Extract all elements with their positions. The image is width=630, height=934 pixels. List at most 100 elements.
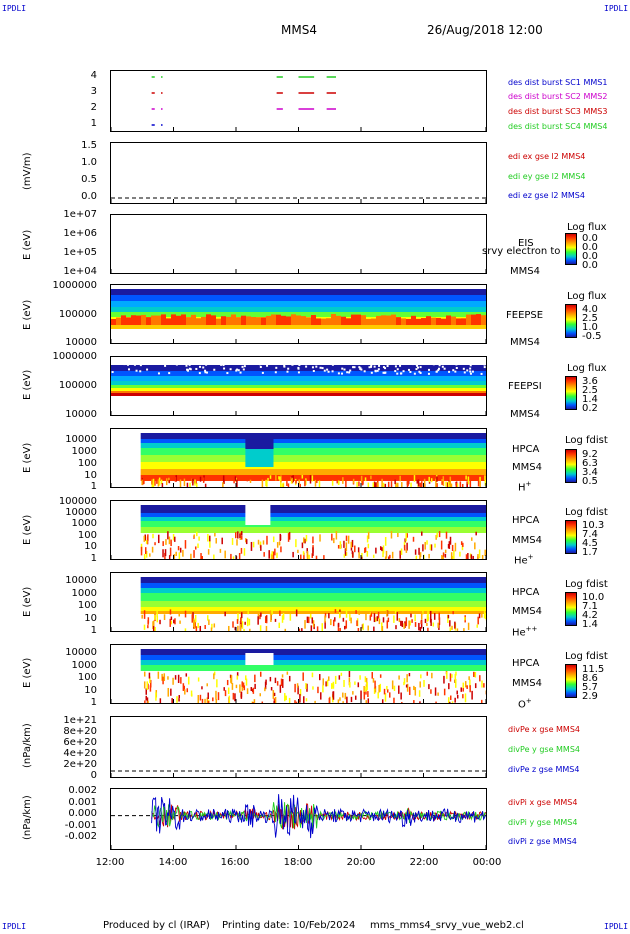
spectro-speck [473,671,475,677]
spectro-band [140,660,486,665]
spectro-speck [415,555,418,559]
spectro-speck [446,482,449,487]
spectro-speck [444,549,447,554]
spectro-band [140,588,486,593]
spectro-speck [285,695,287,701]
spectro-speck [230,553,232,559]
spectro-speck [175,475,178,482]
spectro-speck [367,531,370,539]
cbar-value: 1.0 [582,322,598,333]
spectro-speck [236,539,238,546]
spectro-speck [454,477,457,481]
spectro-speck [295,479,297,484]
legend-burst-sc2: des dist burst SC2 MMS2 [508,92,608,101]
spectro-speck [364,477,367,481]
spectro-speck [345,610,348,618]
spectro-cell [331,314,336,325]
spectro-cell [421,318,426,325]
spectro-speck [289,613,292,621]
spectro-speck [462,694,464,699]
spectro-speck [276,681,279,686]
spectro-speck [437,622,439,628]
spectro-speck [342,617,345,622]
ytick: 1e+06 [63,228,97,239]
spectro-speck [240,535,243,540]
spectro-gap [168,372,171,375]
spectro-gap [189,362,192,365]
spectro-speck [243,628,245,631]
spectro-speck [423,680,425,687]
spectro-speck [246,688,249,695]
spectro-band [140,593,486,601]
spectro-speck [348,677,351,686]
spectro-gap [410,362,413,365]
spectro-speck [241,681,243,687]
cbar-value: -0.5 [582,331,602,342]
spectro-speck [379,546,382,551]
spectro-speck [377,692,379,699]
spectro-band [140,517,486,521]
instrument-label-hpca-o: HPCA [512,658,540,669]
spectro-speck [170,539,172,547]
spectro-speck [365,700,367,703]
spectro-cell [266,315,271,325]
spectro-speck [436,483,438,487]
spectro-speck [367,691,369,698]
spectro-speck [413,685,415,691]
spectro-gap [202,366,205,369]
spectro-band [111,312,486,317]
spectro-speck [210,627,213,631]
spectro-gap [349,369,352,372]
spectro-speck [221,537,223,545]
spectro-speck [162,676,164,685]
spectro-speck [469,685,471,693]
ytick: 1000 [71,660,97,671]
spectro-speck [159,698,162,703]
spectro-cell [171,314,176,325]
spectro-cell [456,318,461,325]
spectro-speck [224,611,226,617]
instrument-label-eis: EIS [518,238,534,249]
spectro-speck [352,691,354,695]
spectro-speck [469,679,471,688]
spectro-speck [204,698,206,703]
spectro-speck [276,552,278,559]
spectro-cell [426,316,431,325]
spectro-speck [469,481,472,487]
spectro-gap [296,362,299,365]
spectro-speck [438,617,441,625]
spectro-speck [165,478,168,486]
spectro-speck [314,479,317,487]
spectro-gap [305,365,308,368]
spectro-speck [252,541,255,548]
spectro-speck [145,550,148,558]
panel-hpca-o [110,644,487,704]
spectro-cell [441,318,446,325]
spectro-gap [443,367,446,370]
spectro-speck [430,544,433,551]
spectro-gap [142,361,145,364]
spectro-speck [398,618,401,623]
spectro-speck [226,679,229,686]
spectro-speck [471,690,473,700]
spectro-speck [279,476,281,481]
cbar-value: 2.5 [582,385,598,396]
spectro-speck [235,684,238,689]
spectro-speck [381,699,384,703]
spectro-speck [462,685,464,692]
spectro-speck [350,546,353,551]
spectro-speck [418,690,421,697]
ytick: 100 [77,458,97,469]
spectro-speck [187,676,190,685]
spectro-band [140,527,486,533]
spectro-band [140,655,486,660]
spectro-speck [364,547,367,552]
spectro-speck [154,542,156,546]
spectro-speck [436,532,438,538]
spectro-speck [208,619,210,625]
spectro-speck [231,537,234,545]
spectro-cell [256,317,261,325]
spectro-gap [184,361,187,364]
spectro-speck [261,479,264,487]
spectro-speck [160,479,163,484]
